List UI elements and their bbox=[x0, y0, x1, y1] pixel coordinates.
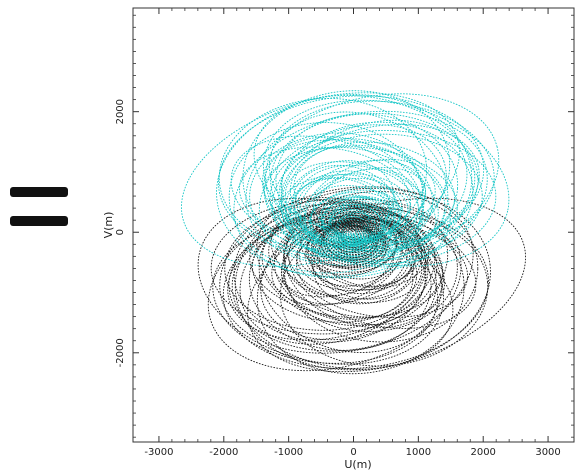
uv-track-black-59 bbox=[247, 197, 526, 373]
uv-track-cyan-c5 bbox=[338, 216, 369, 239]
uv-track-black-29 bbox=[270, 208, 423, 304]
uv-track-cyan-14 bbox=[313, 185, 407, 242]
uv-track-cyan-57 bbox=[218, 95, 485, 258]
uv-track-cyan-15 bbox=[290, 176, 396, 248]
x-tick-label: 3000 bbox=[535, 447, 560, 458]
uv-track-black-37 bbox=[283, 206, 458, 332]
uv-track-black-57 bbox=[222, 207, 489, 370]
uv-track-black-23 bbox=[312, 219, 422, 305]
uv-track-black-50 bbox=[279, 215, 489, 367]
uv-track-black-27 bbox=[286, 207, 413, 300]
uv-track-cyan-48 bbox=[228, 122, 425, 274]
uv-track-cyan-47 bbox=[281, 119, 468, 260]
y-tick-label: 2000 bbox=[115, 99, 126, 124]
uv-track-cyan-56 bbox=[263, 99, 510, 267]
uv-track-cyan-26 bbox=[284, 173, 411, 248]
y-axis-label: V(m) bbox=[102, 212, 115, 239]
uv-track-cyan-c6 bbox=[335, 214, 372, 240]
uv-track-black-c9 bbox=[328, 222, 379, 259]
uv-track-black-c11 bbox=[323, 220, 384, 264]
uv-track-black-58 bbox=[231, 226, 454, 370]
uv-track-black-7 bbox=[322, 219, 379, 261]
uv-track-black-11 bbox=[316, 225, 387, 270]
uv-track-cyan-c9 bbox=[328, 206, 379, 242]
uv-track-black-42 bbox=[248, 213, 432, 351]
y-tick-label: -2000 bbox=[115, 338, 126, 367]
uv-track-cyan-31 bbox=[281, 147, 439, 253]
equals-sign-bottom-bar bbox=[10, 216, 68, 226]
uv-track-cyan-19 bbox=[277, 174, 403, 246]
uv-track-cyan-35 bbox=[230, 135, 419, 254]
uv-track-cyan-59 bbox=[181, 92, 460, 267]
uv-track-black-51 bbox=[219, 186, 474, 354]
uv-track-black-41 bbox=[249, 213, 443, 319]
uv-track-black-36 bbox=[295, 220, 468, 318]
uv-track-cyan-46 bbox=[265, 111, 449, 263]
x-tick-label: 0 bbox=[350, 447, 356, 458]
uv-track-cyan-42 bbox=[275, 113, 459, 252]
uv-track-cyan-c10 bbox=[325, 203, 382, 243]
x-tick-label: -3000 bbox=[144, 447, 173, 458]
uv-track-cyan-20 bbox=[287, 170, 390, 255]
uv-track-cyan-58 bbox=[253, 94, 476, 239]
uv-track-cyan-27 bbox=[294, 164, 421, 258]
uv-track-black-c2 bbox=[345, 228, 362, 241]
uv-track-cyan-9 bbox=[321, 196, 397, 243]
uv-track-black-c10 bbox=[325, 221, 382, 261]
uv-track-cyan-2 bbox=[335, 215, 370, 242]
uv-track-cyan-50 bbox=[218, 97, 428, 250]
uv-track-black-55 bbox=[234, 187, 491, 371]
uv-track-black-c5 bbox=[338, 226, 369, 248]
x-axis-label: U(m) bbox=[344, 458, 371, 471]
uv-track-cyan-32 bbox=[293, 141, 455, 244]
uv-track-black-c13 bbox=[318, 218, 389, 269]
uv-track-cyan-41 bbox=[264, 146, 458, 252]
x-tick-label: 2000 bbox=[470, 447, 495, 458]
uv-track-black-14 bbox=[300, 223, 394, 280]
uv-track-cyan-49 bbox=[270, 112, 479, 247]
uv-track-cyan-11 bbox=[320, 194, 391, 240]
uv-track-cyan-25 bbox=[299, 159, 426, 243]
uv-track-cyan-3 bbox=[337, 212, 376, 242]
x-tick-label: -1000 bbox=[274, 447, 303, 458]
uv-track-cyan-45 bbox=[258, 124, 447, 262]
uv-track-black-c12 bbox=[320, 219, 387, 266]
uv-tracks bbox=[181, 90, 526, 375]
uv-track-black-19 bbox=[304, 219, 430, 291]
uv-track-cyan-34 bbox=[261, 139, 446, 249]
uv-track-cyan-36 bbox=[239, 146, 412, 244]
uv-track-cyan-c12 bbox=[320, 198, 387, 245]
uv-track-black-32 bbox=[252, 220, 414, 323]
x-tick-label: 1000 bbox=[406, 447, 431, 458]
uv-track-cyan-55 bbox=[216, 94, 473, 277]
uv-track-black-5 bbox=[324, 220, 375, 259]
equals-sign-top-bar bbox=[10, 187, 68, 197]
uv-track-cyan-12 bbox=[309, 191, 401, 244]
uv-track-black-17 bbox=[312, 212, 410, 287]
uv-track-black-c7 bbox=[333, 224, 374, 253]
uv-track-black-52 bbox=[256, 212, 465, 375]
uv-track-black-34 bbox=[261, 215, 446, 326]
uv-track-cyan-21 bbox=[292, 164, 400, 250]
uv-track-cyan-c7 bbox=[333, 211, 374, 241]
uv-track-cyan-53 bbox=[268, 100, 495, 243]
uv-track-black-56 bbox=[197, 197, 444, 365]
uv-track-cyan-c11 bbox=[323, 201, 384, 244]
uv-track-cyan-30 bbox=[303, 158, 436, 250]
uv-track-cyan-c13 bbox=[318, 196, 389, 246]
uv-track-cyan-18 bbox=[304, 177, 397, 247]
uv-track-cyan-7 bbox=[328, 203, 385, 245]
axis-ticks: -3000 -2000 -1000 0 1000 2000 3000 -2000 0 2000 bbox=[115, 8, 574, 458]
uv-track-cyan-51 bbox=[233, 110, 488, 279]
uv-track-cyan-52 bbox=[242, 90, 451, 253]
uv-track-cyan-44 bbox=[269, 130, 497, 265]
uv-track-cyan-17 bbox=[297, 177, 395, 253]
x-tick-label: -2000 bbox=[209, 447, 238, 458]
uv-track-black-46 bbox=[258, 202, 442, 353]
y-tick-label: 0 bbox=[115, 229, 126, 235]
